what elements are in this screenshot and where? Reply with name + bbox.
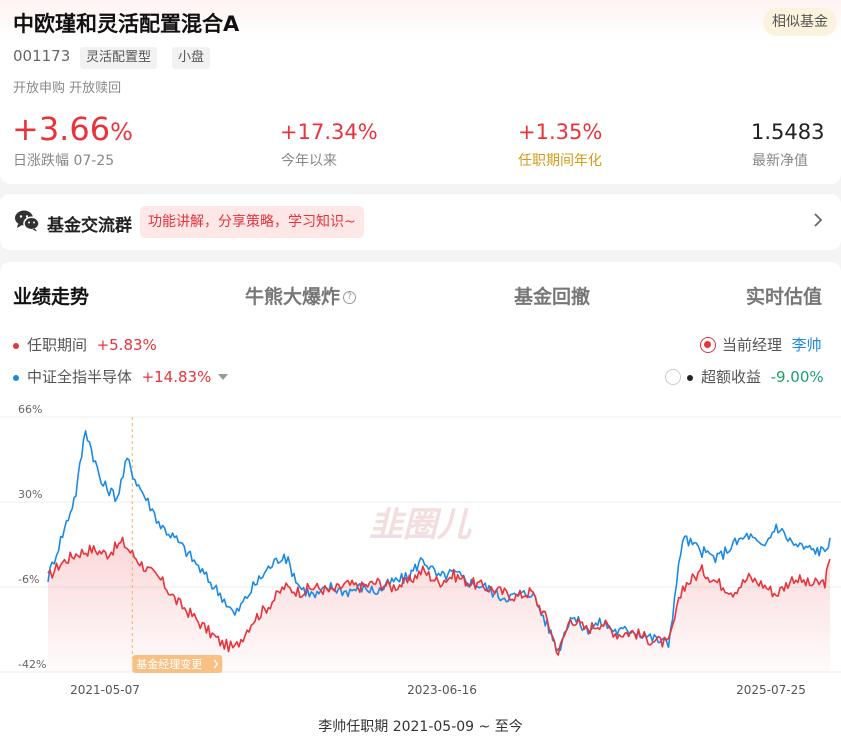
fund-dot-icon (13, 342, 19, 349)
index-dot-icon (13, 374, 19, 381)
wechat-icon (14, 209, 40, 237)
legend-fund: 任职期间 +5.83% (13, 334, 157, 355)
y-tick-label: -42% (18, 658, 46, 671)
manager-name-link[interactable]: 李帅 (791, 336, 822, 354)
dropdown-caret-icon (218, 374, 229, 380)
tab-realtime-estimate[interactable]: 实时估值 (746, 286, 823, 308)
svg-text:基金经理变更: 基金经理变更 (136, 657, 202, 671)
performance-chart[interactable]: 韭圈儿 基金经理变更 66% 30% -6% -42% 2021-05-07 2023-0… (0, 404, 841, 706)
y-tick-label: 30% (18, 488, 42, 501)
fund-size-tag: 小盘 (172, 47, 211, 69)
fund-header: 中欧瑾和灵活配置混合A 相似基金 001173 灵活配置型 小盘 开放申购 开放… (0, 0, 841, 184)
fund-area-fill (48, 537, 830, 672)
current-manager-toggle[interactable]: 当前经理 李帅 (700, 334, 822, 355)
fund-chat-group-banner[interactable]: 基金交流群 功能讲解，分享策略，学习知识~ (0, 194, 841, 250)
legend-index[interactable]: 中证全指半导体 +14.83% (13, 366, 229, 387)
chevron-right-icon[interactable] (813, 212, 823, 232)
daily-change-value: +3.66% (12, 110, 133, 148)
tab-drawdown[interactable]: 基金回撤 (514, 286, 591, 308)
ytd-value: +17.34% (280, 120, 378, 144)
tab-bull-bear[interactable]: 牛熊大爆炸? (245, 282, 357, 309)
radio-unchecked-icon (665, 369, 681, 385)
tenure-period-caption: 李帅任职期 2021-05-09 ~ 至今 (318, 719, 523, 735)
nav-value: 1.5483 (751, 120, 825, 144)
tenure-annualized-label: 任职期间年化 (518, 153, 602, 169)
chat-group-title: 基金交流群 (47, 216, 132, 236)
question-icon: ? (343, 291, 357, 304)
fund-series-line (47, 536, 831, 656)
x-tick-label: 2025-07-25 (736, 683, 806, 697)
excess-return-toggle[interactable]: 超额收益 -9.00% (665, 366, 824, 387)
y-tick-label: 66% (18, 404, 42, 416)
tenure-annualized-value: +1.35% (518, 120, 603, 144)
manager-change-tag[interactable]: 基金经理变更 (132, 655, 223, 673)
x-tick-label: 2023-06-16 (407, 683, 477, 697)
chat-group-desc: 功能讲解，分享策略，学习知识~ (140, 206, 364, 238)
y-tick-label: -6% (18, 573, 39, 586)
tab-performance-trend[interactable]: 业绩走势 (13, 286, 90, 308)
fund-title: 中欧瑾和灵活配置混合A (13, 12, 240, 36)
radio-checked-icon (700, 337, 716, 353)
trade-status: 开放申购 开放赎回 (13, 81, 122, 96)
fund-type-tag: 灵活配置型 (80, 47, 158, 69)
nav-label: 最新净值 (752, 153, 808, 169)
excess-dot-icon (687, 374, 693, 381)
watermark-text: 韭圈儿 (369, 505, 472, 545)
similar-funds-button[interactable]: 相似基金 (763, 8, 837, 36)
ytd-label: 今年以来 (281, 153, 337, 169)
daily-change-label: 日涨跌幅 07-25 (13, 153, 115, 169)
fund-code: 001173 (13, 47, 71, 65)
index-series-line (47, 430, 831, 653)
x-tick-label: 2021-05-07 (70, 683, 140, 697)
